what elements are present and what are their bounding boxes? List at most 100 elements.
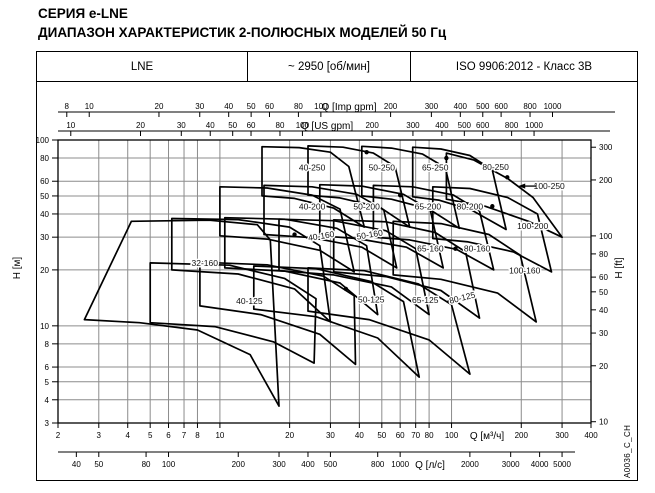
q-impgpm-tick-label: 800 <box>523 102 537 111</box>
curve-dot <box>490 204 495 209</box>
envelope-40-160 <box>170 217 332 323</box>
h-m-tick-label: 6 <box>45 363 50 372</box>
q-m3h-tick-label: 70 <box>411 431 420 440</box>
envelope-65-250 <box>360 145 461 230</box>
q-m3h-tick-label: 8 <box>195 431 200 440</box>
q-m3h-tick-label: 60 <box>396 431 405 440</box>
curve-dot <box>447 299 452 304</box>
envelope-65-125 <box>252 265 421 378</box>
envelope-label-80-200: 80-200 <box>457 201 484 211</box>
q-ls-tick-label: 4000 <box>531 460 549 469</box>
header-cell-standard: ISO 9906:2012 - Класс 3В <box>455 60 593 73</box>
header-cell-speed: ~ 2950 [об/мин] <box>248 52 411 81</box>
q-m3h-tick-label: 400 <box>584 431 598 440</box>
envelope-label-100-200: 100-200 <box>517 221 548 231</box>
q-usgpm-tick-label: 20 <box>136 121 145 130</box>
q-usgpm-tick-label: 40 <box>206 121 215 130</box>
envelope-label-50-160: 50-160 <box>356 228 384 242</box>
q-m3h-tick-label: 200 <box>515 431 529 440</box>
envelope-label-32-160: 32-160 <box>191 258 218 268</box>
h-m-tick-label: 50 <box>40 192 49 201</box>
q-m3h-tick-label: 3 <box>97 431 102 440</box>
q-m3h-tick-label: 20 <box>285 431 294 440</box>
h-ft-tick-label: 20 <box>599 362 608 371</box>
q-impgpm-tick-label: 10 <box>85 102 94 111</box>
q-m3h-tick-label: 50 <box>377 431 386 440</box>
q-m3h-tick-label: 6 <box>166 431 171 440</box>
page-title: СЕРИЯ e-LNE <box>38 6 128 21</box>
q-impgpm-tick-label: 20 <box>155 102 164 111</box>
q-m3h-tick-label: 2 <box>56 431 61 440</box>
q-usgpm-tick-label: 600 <box>476 121 490 130</box>
q-impgpm-tick-label: 500 <box>476 102 490 111</box>
q-m3h-tick-label: 4 <box>126 431 131 440</box>
q-ls-tick-label: 200 <box>232 460 246 469</box>
envelope-50-250 <box>307 145 411 228</box>
h-ft-tick-label: 200 <box>599 176 613 185</box>
h-ft-tick-label: 60 <box>599 273 608 282</box>
h-m-tick-label: 20 <box>40 266 49 275</box>
curve-dot <box>444 155 449 161</box>
q-m3h-axis-label: Q [м³/ч] <box>470 431 505 442</box>
q-impgpm-tick-label: 60 <box>265 102 274 111</box>
q-impgpm-tick-label: 400 <box>454 102 468 111</box>
q-m3h-tick-label: 40 <box>355 431 364 440</box>
q-impgpm-tick-label: 40 <box>224 102 233 111</box>
h-m-tick-label: 60 <box>40 177 49 186</box>
q-usgpm-tick-label: 400 <box>435 121 449 130</box>
q-usgpm-tick-label: 80 <box>276 121 285 130</box>
q-impgpm-tick-label: 8 <box>65 102 70 111</box>
page-subtitle: ДИАПАЗОН ХАРАКТЕРИСТИК 2-ПОЛЮСНЫХ МОДЕЛЕ… <box>38 25 447 40</box>
envelope-40-250 <box>261 145 366 228</box>
h-m-tick-label: 40 <box>40 210 49 219</box>
q-impgpm-tick-label: 300 <box>425 102 439 111</box>
envelope-label-80-250: 80-250 <box>482 162 509 172</box>
curve-dot <box>343 286 349 292</box>
q-impgpm-tick-label: 600 <box>494 102 508 111</box>
h-ft-tick-label: 40 <box>599 306 608 315</box>
q-m3h-tick-label: 7 <box>182 431 187 440</box>
h-ft-tick-label: 100 <box>599 232 613 241</box>
q-ls-tick-label: 1000 <box>391 460 409 469</box>
q-m3h-tick-label: 300 <box>555 431 569 440</box>
h-ft-axis-label: H [ft] <box>614 257 625 278</box>
q-usgpm-tick-label: 500 <box>458 121 472 130</box>
q-ls-tick-label: 5000 <box>553 460 571 469</box>
envelope-80-125 <box>307 267 471 375</box>
q-ls-tick-label: 50 <box>94 460 103 469</box>
q-usgpm-tick-label: 100 <box>296 121 310 130</box>
envelope-40-125 <box>149 262 317 364</box>
q-ls-tick-label: 800 <box>371 460 385 469</box>
label-leader-arrow <box>518 183 526 189</box>
envelope-label-50-200: 50-200 <box>353 201 380 211</box>
drawing-code: A0036_C_CH <box>623 424 632 478</box>
curve-dot <box>397 192 403 198</box>
curve-dot <box>373 231 378 236</box>
q-impgpm-axis-label: Q [Imp gpm] <box>321 102 376 113</box>
curve-dot <box>453 246 458 251</box>
q-m3h-tick-label: 10 <box>215 431 224 440</box>
h-m-tick-label: 8 <box>45 340 50 349</box>
envelope-32-160 <box>83 219 280 407</box>
envelope-label-40-200: 40-200 <box>299 201 326 211</box>
q-impgpm-tick-label: 200 <box>384 102 398 111</box>
h-ft-tick-label: 30 <box>599 329 608 338</box>
header-cell-model: LNE <box>37 52 248 81</box>
q-usgpm-tick-label: 300 <box>406 121 420 130</box>
envelope-100-250 <box>445 152 563 239</box>
envelope-label-65-250: 65-250 <box>422 163 449 173</box>
q-impgpm-tick-label: 80 <box>294 102 303 111</box>
q-usgpm-axis-label: Q [US gpm] <box>301 121 353 132</box>
envelope-label-80-160: 80-160 <box>464 244 491 254</box>
envelope-80-200 <box>372 184 495 271</box>
envelope-100-200 <box>431 185 553 273</box>
q-ls-tick-label: 500 <box>324 460 338 469</box>
envelope-label-50-250: 50-250 <box>369 163 396 173</box>
envelope-label-50-125: 50-125 <box>358 294 385 304</box>
h-m-tick-label: 4 <box>45 396 50 405</box>
q-impgpm-tick-label: 50 <box>247 102 256 111</box>
q-ls-axis-label: Q [л/с] <box>415 460 445 471</box>
q-impgpm-tick-label: 100 <box>314 102 328 111</box>
h-ft-tick-label: 300 <box>599 143 613 152</box>
